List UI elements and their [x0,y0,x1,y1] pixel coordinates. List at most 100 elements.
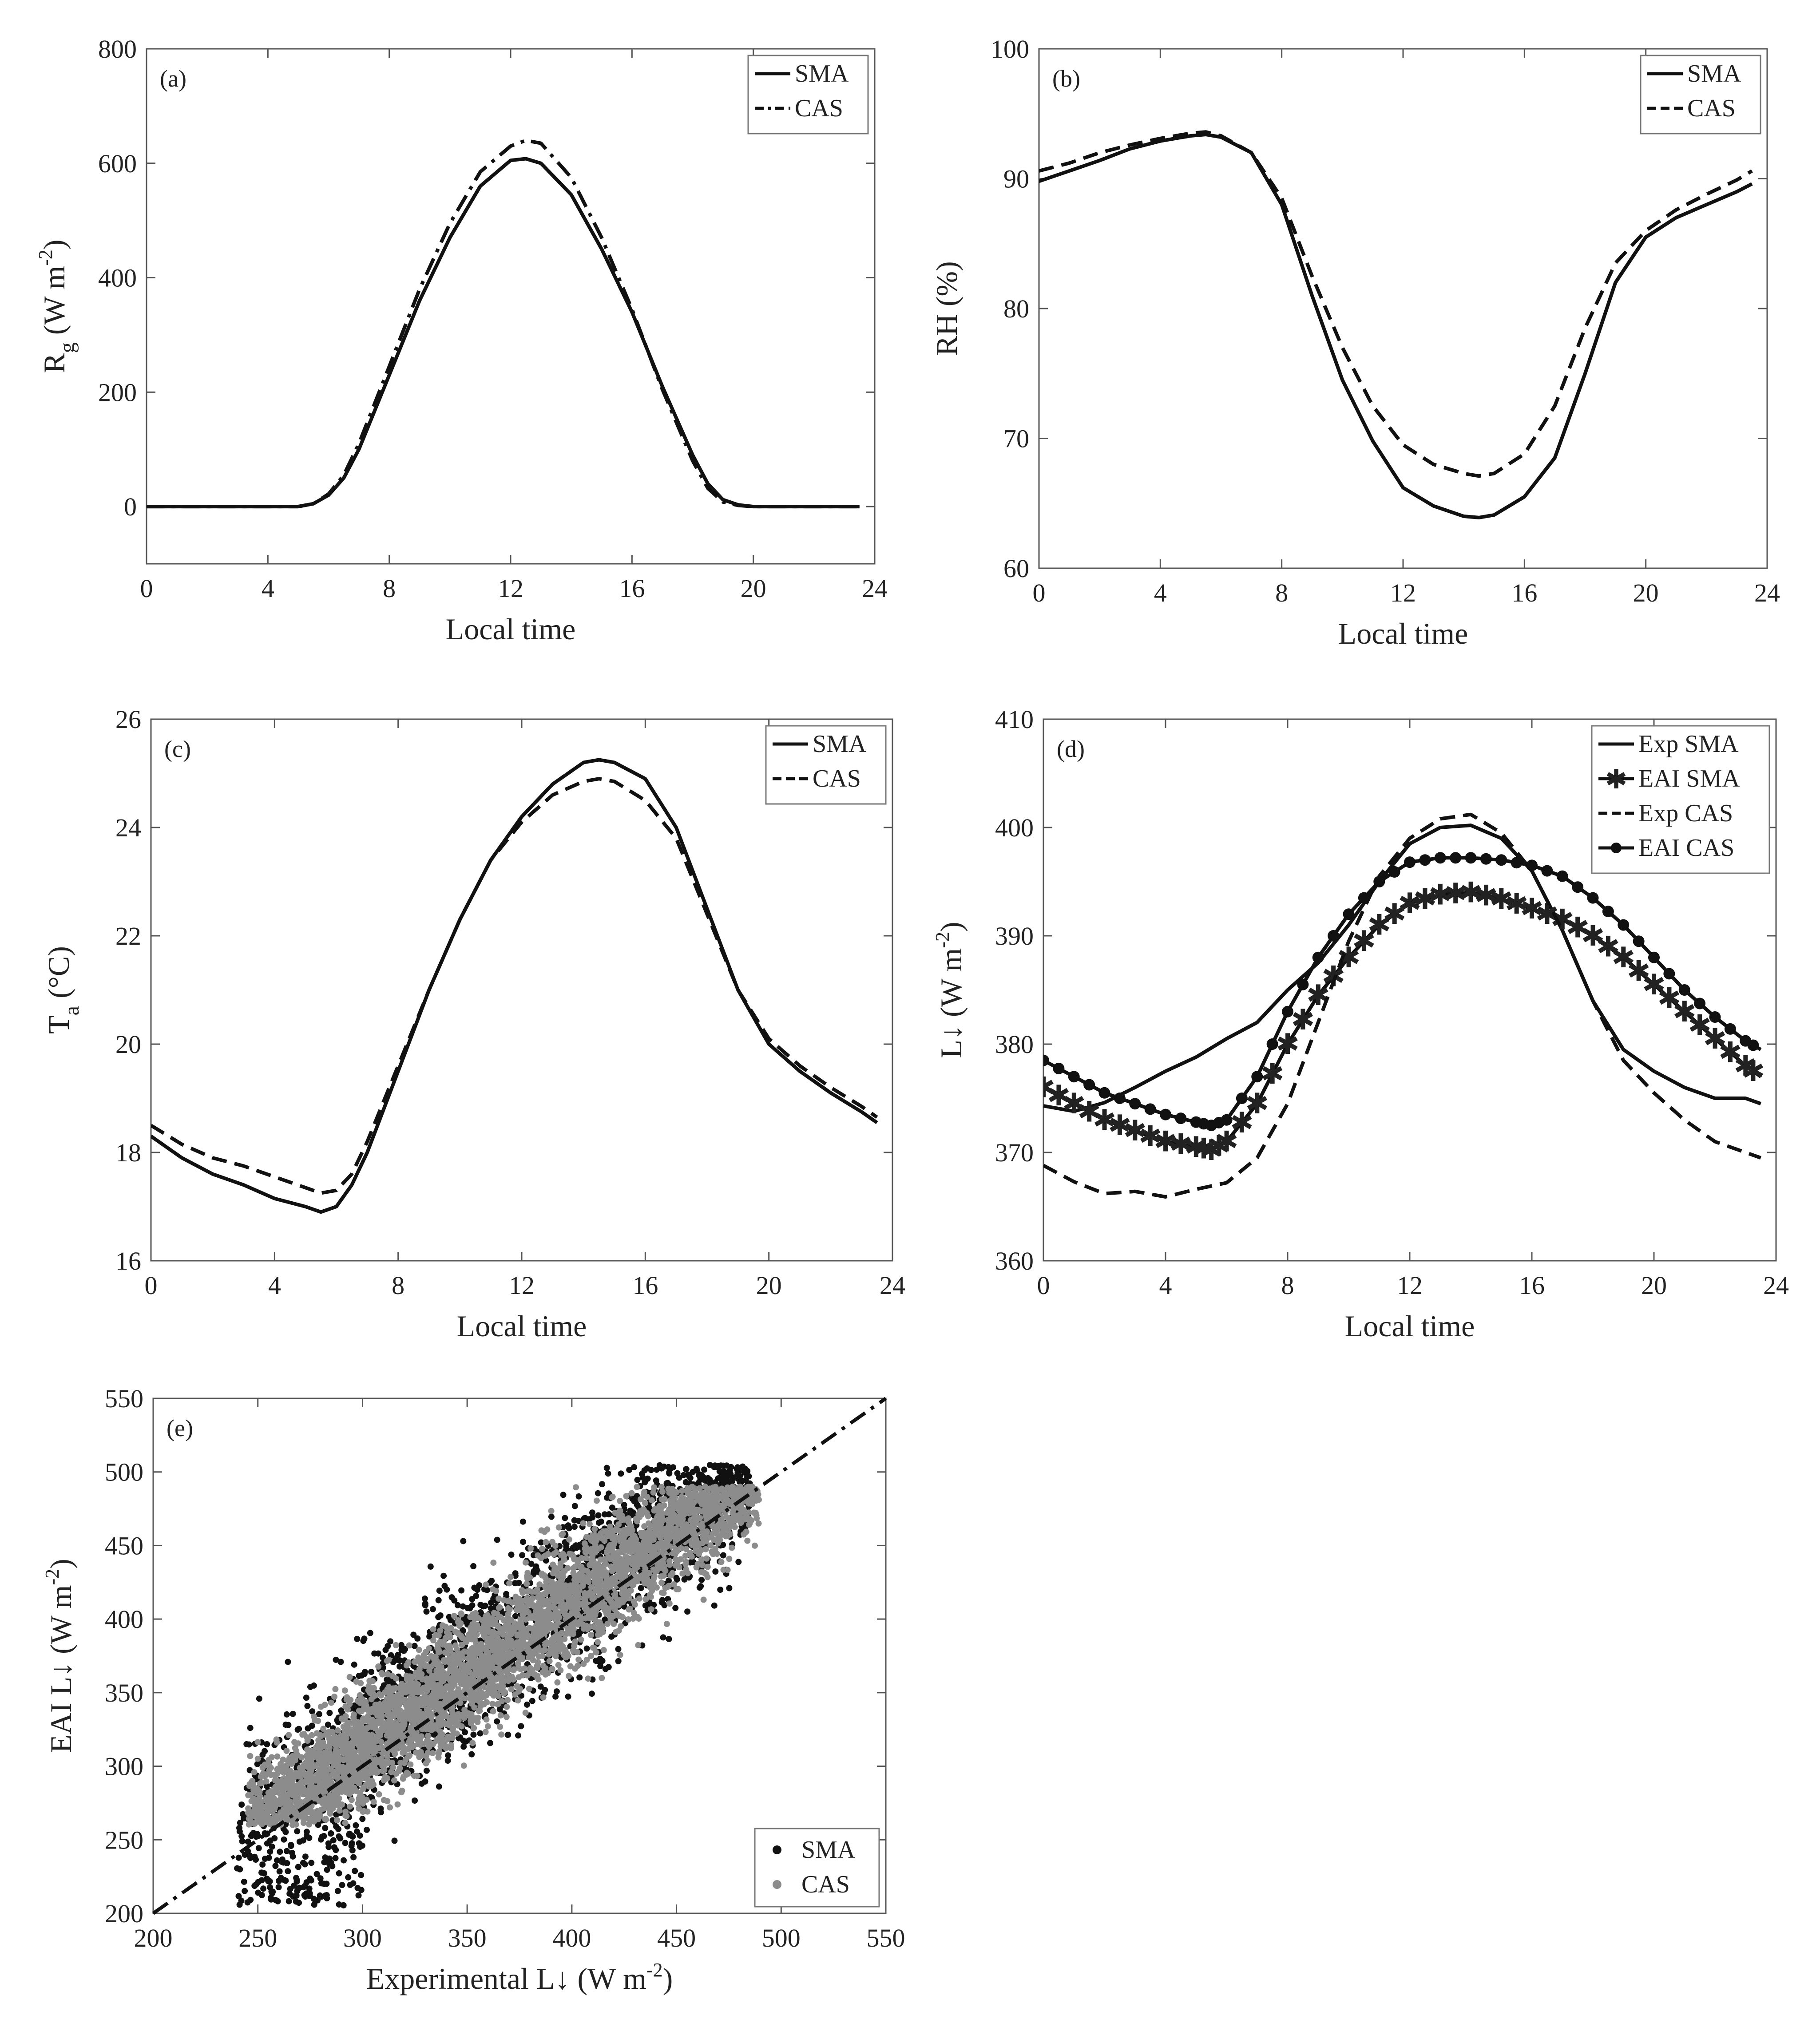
scatter-point-cas [628,1490,635,1496]
scatter-point-cas [617,1528,623,1534]
scatter-point-sma [353,1822,359,1829]
scatter-point-cas [263,1794,270,1801]
x-axis-label-end: ) [663,1962,673,1995]
marker-dot [1297,978,1309,990]
scatter-point-sma [412,1797,418,1804]
scatter-point-sma [646,1504,653,1511]
scatter-point-sma [308,1877,314,1884]
scatter-point-sma [576,1541,583,1548]
scatter-point-sma [264,1741,270,1747]
y-axis-label-main: EAI L↓ (W m [44,1585,78,1753]
scatter-point-cas [504,1697,511,1703]
marker-dot [1098,1087,1110,1099]
marker-star: ✱ [1718,1037,1742,1068]
scatter-point-sma [684,1608,691,1615]
scatter-point-sma [264,1830,270,1837]
scatter-point-sma [583,1645,590,1652]
marker-star: ✱ [1443,878,1467,910]
scatter-point-sma [494,1718,500,1725]
scatter-point-cas [555,1572,561,1579]
scatter-point-cas [755,1520,762,1527]
scatter-point-cas [283,1748,290,1754]
scatter-point-cas [672,1551,678,1557]
scatter-point-cas [578,1636,584,1643]
scatter-point-sma [423,1608,430,1615]
scatter-point-sma [333,1823,340,1830]
scatter-point-sma [641,1467,648,1474]
scatter-point-sma [460,1738,467,1744]
marker-star: ✱ [1192,1133,1216,1164]
y-axis-label-end: ) [934,922,968,932]
scatter-point-sma [518,1723,524,1730]
scatter-point-sma [242,1852,248,1858]
scatter-point-sma [426,1633,433,1640]
scatter-point-sma [258,1892,265,1898]
scatter-point-sma [571,1517,578,1524]
scatter-point-cas [658,1496,665,1503]
scatter-point-sma [282,1877,289,1884]
scatter-point-sma [293,1875,300,1881]
scatter-point-sma [418,1780,425,1787]
y-axis-label-unit: (°C) [42,946,75,1006]
scatter-point-cas [588,1584,595,1591]
scatter-point-cas [595,1639,601,1646]
marker-dot [1221,1114,1233,1126]
scatter-point-sma [441,1583,448,1589]
scatter-point-cas [384,1740,390,1747]
marker-star: ✱ [1489,883,1513,915]
marker-star: ✱ [1352,926,1376,957]
scatter-point-sma [538,1539,544,1546]
scatter-point-cas [630,1568,636,1574]
scatter-point-sma [698,1576,705,1583]
scatter-point-sma [304,1702,311,1709]
scatter-point-sma [352,1868,358,1874]
scatter-point-sma [279,1859,285,1865]
series-line-exp-cas [1043,812,1761,1199]
y-tick-label: 550 [105,1384,143,1413]
scatter-point-sma [342,1840,349,1846]
scatter-point-sma [512,1572,519,1579]
scatter-point-sma [701,1476,708,1482]
scatter-point-sma [560,1492,567,1498]
x-tick-label: 450 [657,1924,696,1952]
scatter-point-sma [354,1635,361,1642]
scatter-point-sma [533,1566,540,1573]
scatter-point-sma [294,1828,301,1835]
legend-box [1640,55,1761,135]
scatter-point-sma [543,1557,549,1564]
scatter-point-cas [430,1626,436,1633]
marker-dot [1419,854,1431,866]
marker-dot [1541,865,1553,877]
scatter-point-sma [603,1465,610,1471]
marker-dot [1373,876,1385,887]
marker-dot [1053,1062,1065,1074]
scatter-point-sma [306,1892,313,1899]
scatter-point-sma [398,1642,404,1648]
scatter-point-sma [278,1875,284,1881]
marker-star: ✱ [1138,1120,1162,1152]
scatter-point-cas [698,1556,705,1563]
scatter-point-sma [296,1900,302,1906]
scatter-point-cas [696,1485,703,1492]
scatter-point-sma [427,1563,434,1570]
x-axis-label: Local time [1345,1309,1475,1343]
marker-star: ✱ [1703,1023,1727,1055]
marker-dot [1343,908,1355,920]
scatter-point-sma [235,1854,242,1861]
scatter-point-sma [436,1783,442,1790]
scatter-point-sma [271,1835,278,1841]
scatter-point-cas [428,1727,435,1734]
scatter-point-sma [717,1587,724,1593]
scatter-point-cas [484,1723,491,1730]
scatter-point-sma [274,1898,281,1904]
x-axis-label: Local time [457,1309,587,1343]
scatter-point-cas [391,1777,397,1784]
legend-label: CAS [1687,95,1736,122]
marker-star: ✱ [1657,982,1681,1014]
scatter-point-sma [285,1659,291,1665]
scatter-point-cas [274,1753,281,1760]
scatter-point-sma [285,1898,292,1904]
marker-star: ✱ [1413,883,1437,915]
scatter-point-cas [490,1560,497,1566]
